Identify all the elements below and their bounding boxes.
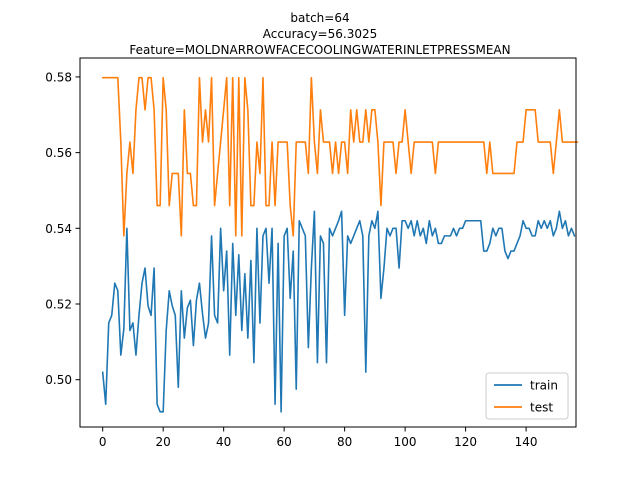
title-line-2: Accuracy=56.3025	[263, 27, 377, 41]
series-layer	[101, 76, 579, 413]
y-tick-label: 0.56	[45, 146, 72, 160]
x-tick-label: 20	[156, 435, 171, 449]
y-tick-label: 0.50	[45, 373, 72, 387]
series-line-train	[101, 210, 576, 413]
y-tick-label: 0.54	[45, 222, 72, 236]
x-tick-label: 80	[337, 435, 352, 449]
y-axis: 0.50 0.52 0.54 0.56 0.58	[45, 70, 80, 387]
x-tick-label: 100	[394, 435, 417, 449]
plot-area	[79, 57, 579, 428]
title-line-3: Feature=MOLDNARROWFACECOOLINGWATERINLETP…	[129, 43, 510, 57]
y-tick-label: 0.52	[45, 298, 72, 312]
y-tick-label: 0.58	[45, 70, 72, 84]
series-line-test	[101, 76, 579, 237]
x-tick-label: 0	[99, 435, 107, 449]
title-line-1: batch=64	[290, 11, 349, 25]
x-tick-label: 140	[515, 435, 538, 449]
x-tick-label: 60	[277, 435, 292, 449]
axes-frame	[79, 57, 577, 428]
legend-label-train: train	[530, 379, 558, 393]
legend-label-test: test	[530, 401, 553, 415]
x-tick-label: 120	[454, 435, 477, 449]
x-tick-label: 40	[216, 435, 231, 449]
legend: train test	[485, 372, 569, 420]
x-axis: 0 20 40 60 80 100 120 140	[99, 427, 538, 449]
chart-title: batch=64 Accuracy=56.3025 Feature=MOLDNA…	[129, 11, 510, 57]
